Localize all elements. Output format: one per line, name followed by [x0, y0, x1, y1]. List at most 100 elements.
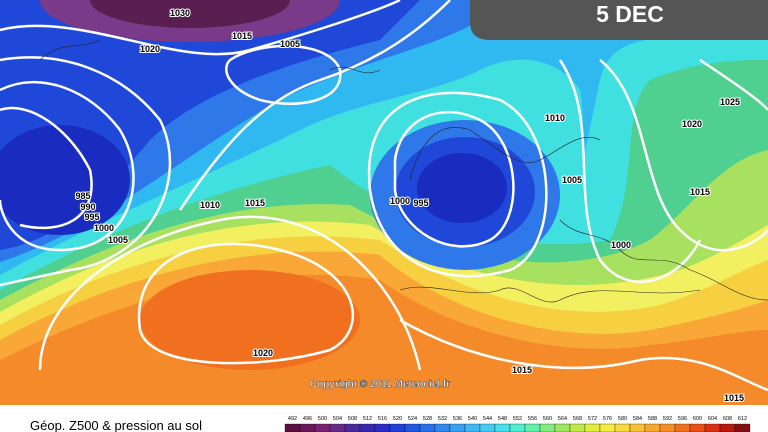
date-label: 5 DEC	[596, 1, 664, 27]
scale-swatch	[554, 423, 571, 432]
scale-label: 580	[618, 416, 627, 422]
scale-swatch	[509, 423, 526, 432]
isobar-label: 1010	[200, 200, 220, 210]
scale-swatch	[389, 423, 406, 432]
isobar-label: 1020	[140, 44, 160, 54]
isobar-line	[558, 59, 702, 284]
coastline	[39, 39, 381, 74]
scale-label: 564	[558, 416, 567, 422]
isobar-label: 1010	[545, 113, 565, 123]
isobar-line	[367, 91, 548, 278]
scale-swatch	[374, 423, 391, 432]
scale-label: 492	[288, 416, 297, 422]
isobar-label: 1005	[108, 235, 128, 245]
scale-swatch	[644, 423, 661, 432]
scale-label: 592	[663, 416, 672, 422]
scale-label: 532	[438, 416, 447, 422]
isobar-line	[137, 242, 355, 365]
scale-label: 544	[483, 416, 492, 422]
scale-label: 496	[303, 416, 312, 422]
isobar-label: 1000	[611, 240, 631, 250]
scale-label: 512	[363, 416, 372, 422]
isobar-label: 1015	[245, 198, 265, 208]
isobar-line	[225, 44, 342, 105]
scale-swatch	[599, 423, 616, 432]
color-scale: 492 496 500 504 508 512 516 520 524 528 532 536 540 5…	[284, 416, 751, 432]
coastline	[399, 286, 701, 303]
scale-label: 552	[513, 416, 522, 422]
scale-swatch	[329, 423, 346, 432]
scale-swatch	[449, 423, 466, 432]
isobar-label: 1030	[170, 8, 190, 18]
scale-label: 604	[708, 416, 717, 422]
isobar-line	[599, 59, 768, 252]
isobar-line	[0, 56, 172, 287]
scale-swatch	[464, 423, 481, 432]
isobar-line	[399, 318, 768, 392]
isobar-line	[0, 0, 401, 56]
scale-label: 536	[453, 416, 462, 422]
scale-label: 516	[378, 416, 387, 422]
isobar-label: 1000	[94, 223, 114, 233]
isobars	[0, 0, 768, 392]
scale-label: 576	[603, 416, 612, 422]
scale-label: 508	[348, 416, 357, 422]
scale-label: 556	[528, 416, 537, 422]
scale-swatch	[569, 423, 586, 432]
coastline	[559, 219, 768, 301]
scale-swatch	[689, 423, 706, 432]
isobar-label: 995	[84, 212, 99, 222]
scale-swatch	[539, 423, 556, 432]
scale-label: 596	[678, 416, 687, 422]
scale-swatch	[359, 423, 376, 432]
scale-label: 560	[543, 416, 552, 422]
scale-label: 572	[588, 416, 597, 422]
scale-swatch	[479, 423, 496, 432]
scale-swatch	[344, 423, 361, 432]
scale-label: 504	[333, 416, 342, 422]
isobar-line	[0, 81, 135, 252]
scale-label: 608	[723, 416, 732, 422]
isobar-label: 1015	[512, 365, 532, 375]
scale-swatch	[404, 423, 421, 432]
scale-swatch	[704, 423, 721, 432]
scale-label: 568	[573, 416, 582, 422]
scale-swatch	[584, 423, 601, 432]
scale-label: 540	[468, 416, 477, 422]
isobar-label: 1015	[724, 393, 744, 403]
scale-swatch	[434, 423, 451, 432]
isobar-label: 1015	[690, 187, 710, 197]
isobar-label: 1005	[280, 39, 300, 49]
low-core	[0, 125, 130, 235]
coastlines	[39, 39, 768, 303]
scale-swatch	[719, 423, 736, 432]
isobar-line	[178, 0, 451, 211]
isobar-label: 1005	[562, 175, 582, 185]
legend-title: Géop. Z500 & pression au sol	[30, 418, 202, 432]
isobar-label: 1025	[720, 97, 740, 107]
copyright: Copyright © 2011 Meteociel.fr	[310, 379, 450, 390]
scale-label: 500	[318, 416, 327, 422]
scale-swatch	[494, 423, 511, 432]
scale-label: 612	[738, 416, 747, 422]
warm-core	[140, 270, 360, 370]
isobar-line	[38, 215, 422, 371]
isobar-line	[699, 58, 768, 111]
geopotential-fields	[0, 0, 768, 370]
scale-label: 524	[408, 416, 417, 422]
isobar-line	[393, 110, 515, 248]
scale-swatch	[284, 423, 301, 432]
scale-swatch	[614, 423, 631, 432]
scale-swatch	[734, 423, 751, 432]
isobar-label: 1020	[253, 348, 273, 358]
isobar-label: 985	[75, 191, 90, 201]
isobar-label: 1020	[682, 119, 702, 129]
scale-label: 600	[693, 416, 702, 422]
isobar-label: 995	[413, 198, 428, 208]
scale-label: 588	[648, 416, 657, 422]
coastline	[409, 127, 601, 181]
scale-label: 584	[633, 416, 642, 422]
